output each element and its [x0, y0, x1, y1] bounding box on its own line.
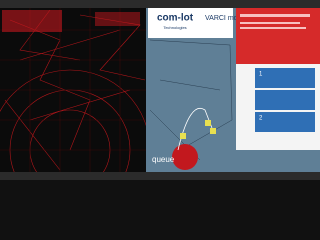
- card[interactable]: [255, 90, 315, 110]
- page: com-lot Technologies VARCI mode queue 1 …: [0, 0, 320, 231]
- card-number: 2: [259, 116, 263, 122]
- dense-cloud: [2, 10, 62, 32]
- screen: com-lot Technologies VARCI mode queue 1 …: [0, 0, 320, 231]
- top-bar: [0, 0, 320, 8]
- notification-text: [240, 22, 300, 24]
- logo-box: [148, 8, 233, 38]
- robot-zone: [172, 144, 198, 170]
- notification-text: [240, 14, 310, 17]
- waypoint: [210, 128, 216, 134]
- map-label: queue: [152, 155, 175, 164]
- card[interactable]: [255, 112, 315, 132]
- logo: com-lot: [157, 13, 194, 24]
- path: [177, 108, 213, 151]
- logo-sub: Technologies: [163, 25, 186, 30]
- mode: VARCI mode: [205, 15, 245, 22]
- waypoint: [205, 120, 211, 126]
- waypoint: [180, 133, 186, 139]
- dense-cloud: [95, 12, 140, 26]
- notification-text: [240, 27, 306, 29]
- status-bar: [0, 172, 320, 180]
- card-number: 1: [259, 72, 263, 78]
- card[interactable]: [255, 68, 315, 88]
- notification: [236, 8, 320, 64]
